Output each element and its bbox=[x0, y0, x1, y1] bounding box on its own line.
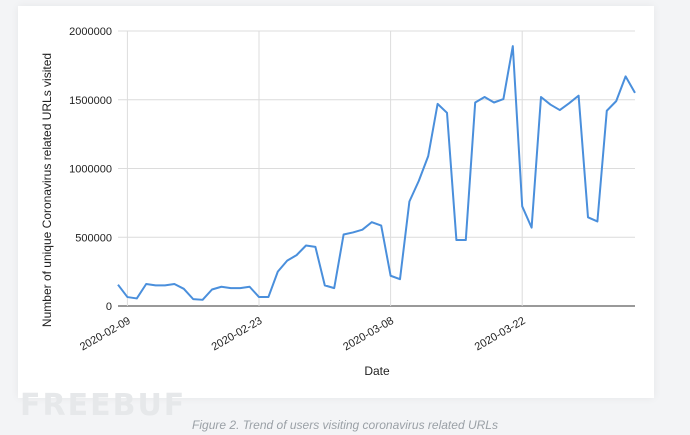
y-tick-label: 1500000 bbox=[69, 95, 112, 107]
figure-caption: Figure 2. Trend of users visiting corona… bbox=[192, 418, 498, 432]
y-tick-label: 2000000 bbox=[69, 26, 112, 38]
x-tick-labels: 2020-02-09 2020-02-23 2020-03-08 2020-03-22 bbox=[78, 315, 528, 354]
x-axis-label: Date bbox=[364, 364, 390, 378]
grid-lines bbox=[118, 30, 635, 307]
y-tick-label: 0 bbox=[106, 301, 112, 313]
series-line bbox=[117, 45, 636, 301]
chart-card: 0 500000 1000000 1500000 2000000 2020-02-09 2… bbox=[18, 6, 654, 398]
y-tick-labels: 0 500000 1000000 1500000 2000000 bbox=[69, 26, 112, 313]
x-tick-label: 2020-02-09 bbox=[78, 315, 133, 354]
x-tick-label: 2020-03-08 bbox=[341, 315, 396, 354]
x-tick-label: 2020-03-22 bbox=[473, 315, 528, 354]
x-tick-label: 2020-02-23 bbox=[210, 315, 265, 354]
y-axis-label: Number of unique Coronavirus related URL… bbox=[40, 53, 54, 327]
y-tick-label: 500000 bbox=[75, 232, 112, 244]
watermark-logo: FREEBUF bbox=[20, 388, 187, 423]
y-tick-label: 1000000 bbox=[69, 164, 112, 176]
